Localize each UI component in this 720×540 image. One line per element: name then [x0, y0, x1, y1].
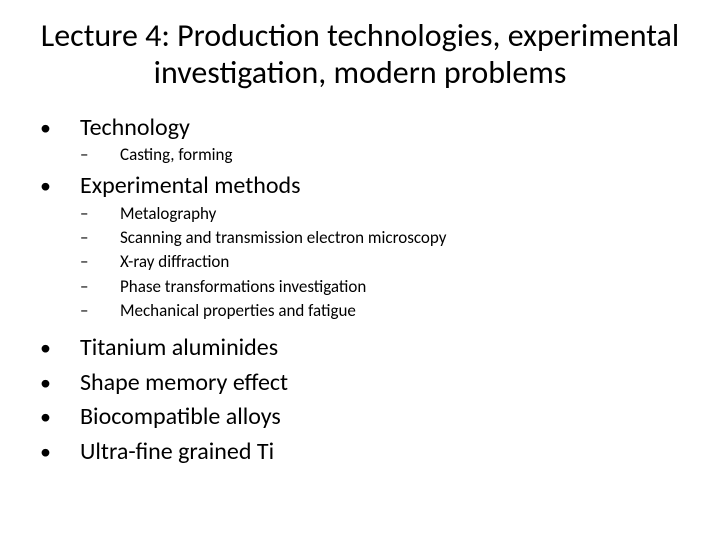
bullet-icon: • — [34, 441, 80, 463]
list-item: • Biocompatible alloys — [34, 403, 704, 432]
list-item: • Technology — [34, 114, 704, 143]
dash-icon: – — [80, 145, 120, 165]
bullet-icon: • — [34, 372, 80, 394]
list-subitem-label: Metalography — [120, 203, 216, 225]
dash-icon: – — [80, 228, 120, 248]
list-item: • Shape memory effect — [34, 369, 704, 398]
list-item-label: Titanium aluminides — [80, 334, 278, 363]
bullet-icon: • — [34, 337, 80, 359]
list-subitem: – X-ray diffraction — [34, 251, 704, 273]
dash-icon: – — [80, 204, 120, 224]
list-subitem: – Mechanical properties and fatigue — [34, 300, 704, 322]
list-item: • Experimental methods — [34, 172, 704, 201]
list-subitem: – Phase transformations investigation — [34, 276, 704, 298]
list-subitem-label: Casting, forming — [120, 144, 232, 166]
bullet-icon: • — [34, 117, 80, 139]
bullet-icon: • — [34, 175, 80, 197]
list-subitem: – Scanning and transmission electron mic… — [34, 227, 704, 249]
slide: Lecture 4: Production technologies, expe… — [0, 0, 720, 540]
bullet-icon: • — [34, 406, 80, 428]
list-item-label: Experimental methods — [80, 172, 301, 201]
list-subitem-label: X-ray diffraction — [120, 251, 229, 273]
list-subitem-label: Phase transformations investigation — [120, 276, 366, 298]
list-subitem-label: Mechanical properties and fatigue — [120, 300, 356, 322]
list-item-label: Biocompatible alloys — [80, 403, 281, 432]
dash-icon: – — [80, 252, 120, 272]
list-item-label: Ultra-fine grained Ti — [80, 438, 274, 467]
list-subitem: – Casting, forming — [34, 144, 704, 166]
list-subitem-label: Scanning and transmission electron micro… — [120, 227, 446, 249]
dash-icon: – — [80, 277, 120, 297]
list-item: • Ultra-fine grained Ti — [34, 438, 704, 467]
list-item: • Titanium aluminides — [34, 334, 704, 363]
list-item-label: Shape memory effect — [80, 369, 288, 398]
slide-body: • Technology – Casting, forming • Experi… — [16, 114, 704, 467]
dash-icon: – — [80, 301, 120, 321]
list-item-label: Technology — [80, 114, 190, 143]
slide-title: Lecture 4: Production technologies, expe… — [16, 18, 704, 92]
list-subitem: – Metalography — [34, 203, 704, 225]
